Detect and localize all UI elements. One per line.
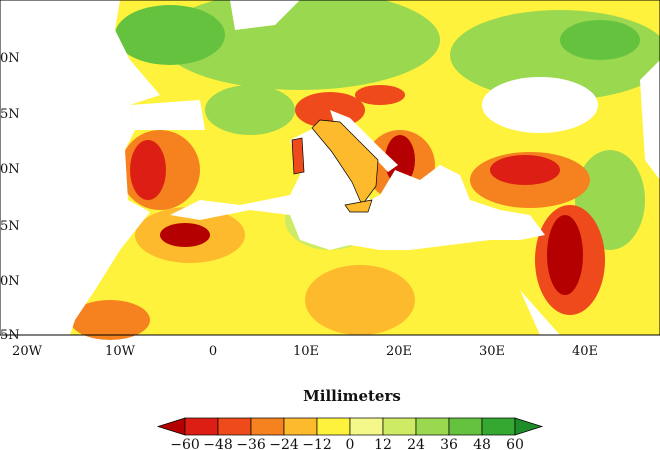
- lat-label: 0N: [0, 51, 20, 66]
- dry-region: [70, 300, 150, 340]
- lon-label: 10W: [105, 344, 136, 359]
- colorbar-tick-label: 0: [346, 437, 355, 450]
- colorbar-title: Millimeters: [303, 387, 401, 405]
- colorbar-tick-label: 60: [506, 437, 524, 450]
- dry-region: [130, 140, 166, 200]
- colorbar-segment: [184, 417, 219, 436]
- black-sea: [482, 77, 598, 133]
- colorbar-segment: [481, 417, 516, 436]
- lat-labels: 0N 5N 0N 5N 0N 5N: [0, 51, 20, 343]
- colorbar-segment: [349, 417, 384, 436]
- colorbar-segment: [250, 417, 285, 436]
- colorbar-tick-label: −24: [269, 437, 299, 450]
- lon-label: 40E: [572, 344, 598, 359]
- wet-region: [115, 5, 225, 65]
- dry-region: [355, 85, 405, 105]
- colorbar-segment: [217, 417, 252, 436]
- colorbar-arrow: [156, 417, 186, 436]
- dry-region: [490, 155, 560, 185]
- lon-label: 20E: [386, 344, 412, 359]
- sardinia: [291, 137, 305, 175]
- red-sea: [520, 290, 560, 335]
- dry-region: [547, 215, 583, 295]
- colorbar-tick-label: −12: [302, 437, 332, 450]
- lat-label: 5N: [0, 328, 20, 343]
- sicily: [344, 199, 373, 213]
- colorbar-tick-label: −60: [170, 437, 200, 450]
- lon-label: 30E: [479, 344, 505, 359]
- adriatic: [330, 110, 398, 172]
- colorbar-tick-label: 12: [374, 437, 392, 450]
- bay-of-biscay: [130, 100, 205, 130]
- map-field: [0, 0, 660, 340]
- wet-region: [560, 20, 640, 60]
- colorbar-segment: [382, 417, 417, 436]
- dry-region: [305, 265, 415, 335]
- north-sea: [230, 0, 300, 30]
- wet-region: [205, 85, 295, 135]
- caspian: [640, 60, 660, 180]
- colorbar-tick-label: 24: [407, 437, 425, 450]
- atlantic: [0, 0, 160, 335]
- lat-label: 0N: [0, 274, 20, 289]
- colorbar-tick-label: −48: [203, 437, 233, 450]
- lat-label: 5N: [0, 107, 20, 122]
- colorbar: −60 −48 −36 −24 −12 0 12 24 36 48 60: [156, 417, 544, 450]
- lon-label: 0: [209, 344, 217, 359]
- colorbar-tick-label: −36: [236, 437, 266, 450]
- colorbar-tick-label: 48: [473, 437, 491, 450]
- lat-label: 5N: [0, 219, 20, 234]
- map-frame: [0, 0, 660, 336]
- lat-label: 0N: [0, 162, 20, 177]
- dry-region: [385, 135, 415, 185]
- colorbar-segment: [316, 417, 351, 436]
- colorbar-tick-label: 36: [440, 437, 458, 450]
- colorbar-segment: [283, 417, 318, 436]
- lon-label: 20W: [12, 344, 43, 359]
- colorbar-segment: [415, 417, 450, 436]
- lon-labels: 20W 10W 0 10E 20E 30E 40E: [12, 344, 598, 359]
- dry-region: [160, 223, 210, 247]
- colorbar-arrow: [514, 417, 544, 436]
- lon-label: 10E: [293, 344, 319, 359]
- wet-region: [160, 0, 440, 90]
- colorbar-segment: [448, 417, 483, 436]
